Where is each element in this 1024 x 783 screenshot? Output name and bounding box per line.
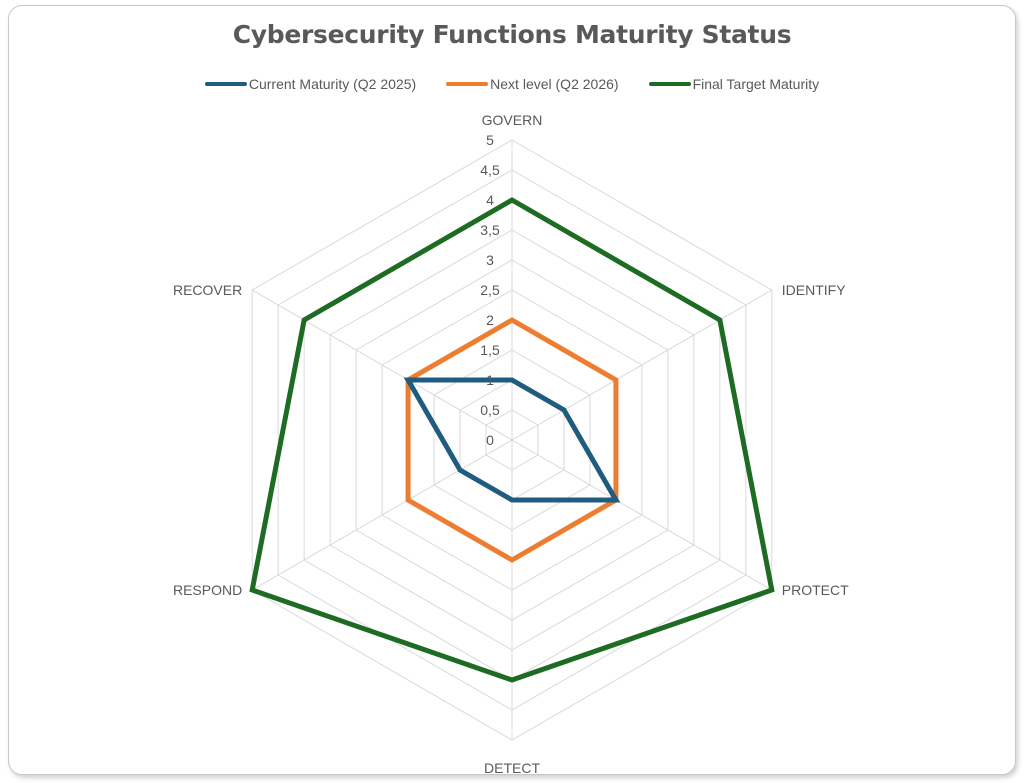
tick-label: 2,5 bbox=[480, 282, 500, 298]
radar-grid bbox=[251, 139, 773, 741]
chart-legend: Current Maturity (Q2 2025) Next level (Q… bbox=[0, 76, 1024, 92]
legend-item-next[interactable]: Next level (Q2 2026) bbox=[446, 76, 619, 92]
tick-label: 0 bbox=[486, 432, 494, 448]
axis-label: GOVERN bbox=[482, 112, 543, 128]
legend-label-next: Next level (Q2 2026) bbox=[490, 76, 619, 92]
axis-label: RESPOND bbox=[173, 582, 242, 598]
tick-label: 1 bbox=[486, 372, 494, 388]
radar-series bbox=[249, 197, 775, 683]
legend-item-current[interactable]: Current Maturity (Q2 2025) bbox=[204, 76, 417, 92]
axis-label: PROTECT bbox=[782, 582, 849, 598]
tick-label: 0,5 bbox=[480, 402, 500, 418]
tick-label: 5 bbox=[486, 132, 494, 148]
grid-spoke bbox=[511, 439, 773, 591]
tick-label: 2 bbox=[486, 312, 494, 328]
axis-label: DETECT bbox=[484, 760, 540, 776]
grid-spoke bbox=[251, 439, 513, 591]
legend-item-final[interactable]: Final Target Maturity bbox=[648, 76, 820, 92]
legend-swatch-current bbox=[204, 82, 247, 86]
legend-swatch-next bbox=[446, 82, 489, 86]
axis-label: RECOVER bbox=[173, 282, 242, 298]
grid-spoke bbox=[251, 289, 513, 441]
grid-spoke bbox=[511, 289, 773, 441]
tick-label: 1,5 bbox=[480, 342, 500, 358]
legend-swatch-final bbox=[648, 82, 691, 86]
chart-title: Cybersecurity Functions Maturity Status bbox=[232, 20, 792, 49]
radar-tick-labels: 0 0,5 1 1,5 2 2,5 3 3,5 4 4,5 5 bbox=[480, 132, 500, 448]
series-line[interactable] bbox=[249, 197, 775, 683]
tick-label: 3,5 bbox=[480, 222, 500, 238]
axis-label: IDENTIFY bbox=[782, 282, 846, 298]
legend-label-final: Final Target Maturity bbox=[692, 76, 820, 92]
radar-axis-labels: GOVERN IDENTIFY PROTECT DETECT RESPOND RECOVE… bbox=[173, 112, 849, 776]
legend-label-current: Current Maturity (Q2 2025) bbox=[248, 76, 417, 92]
tick-label: 4,5 bbox=[480, 162, 500, 178]
tick-label: 4 bbox=[486, 192, 494, 208]
series-line[interactable] bbox=[403, 377, 621, 503]
tick-label: 3 bbox=[486, 252, 494, 268]
